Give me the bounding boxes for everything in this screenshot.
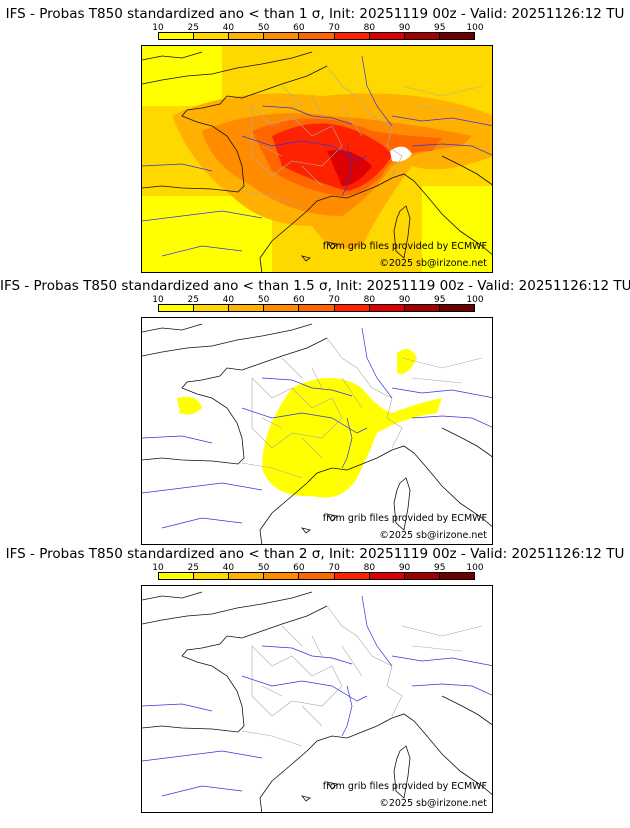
colorbar-cell — [404, 305, 440, 311]
colorbar-tick-label: 60 — [293, 563, 305, 573]
probability-map: from grib files provided by ECMWF ©2025 … — [141, 45, 493, 273]
colorbar-cell — [299, 573, 335, 579]
colorbar-tick-label: 95 — [434, 23, 446, 33]
colorbar-tick-label: 40 — [222, 563, 235, 573]
colorbar-cell — [159, 573, 195, 579]
colorbar-cell — [159, 33, 195, 39]
colorbar-cell — [229, 573, 265, 579]
colorbar-cell — [229, 33, 265, 39]
source-credit: from grib files provided by ECMWF — [322, 781, 487, 792]
colorbar-tick-label: 40 — [222, 23, 235, 33]
colorbar-tick-label: 80 — [363, 563, 376, 573]
colorbar-tick-label: 100 — [466, 23, 484, 33]
colorbar-cell — [334, 573, 370, 579]
colorbar-tick-label: 60 — [293, 23, 305, 33]
probability-map: from grib files provided by ECMWF ©2025 … — [141, 317, 493, 545]
colorbar-cell — [404, 573, 440, 579]
source-credit: from grib files provided by ECMWF — [322, 241, 487, 252]
colorbar-labels: 10 25 40 50 60 70 80 90 95 100 — [152, 23, 483, 33]
colorbar-cell — [369, 33, 405, 39]
colorbar-cell — [159, 305, 195, 311]
colorbar-tick-label: 60 — [293, 295, 305, 305]
colorbar-tick-label: 90 — [398, 23, 411, 33]
map-graphic — [142, 586, 492, 812]
colorbar-tick-label: 90 — [398, 563, 411, 573]
panel-title: IFS - Probas T850 standardized ano < tha… — [0, 278, 630, 294]
colorbar-cell — [369, 573, 405, 579]
colorbar-cell — [194, 573, 230, 579]
probability-map: from grib files provided by ECMWF ©2025 … — [141, 585, 493, 813]
map-panel-1-5-sigma: IFS - Probas T850 standardized ano < tha… — [0, 272, 630, 545]
colorbar — [158, 32, 475, 40]
colorbar-cell — [264, 573, 300, 579]
colorbar-tick-label: 10 — [152, 295, 164, 305]
map-panel-1-sigma: IFS - Probas T850 standardized ano < tha… — [0, 0, 630, 273]
colorbar-cell — [334, 33, 370, 39]
colorbar-labels: 10 25 40 50 60 70 80 90 95 100 — [152, 563, 483, 573]
colorbar-tick-label: 70 — [328, 23, 340, 33]
map-graphic — [142, 318, 492, 544]
colorbar-tick-label: 70 — [328, 295, 340, 305]
colorbar-tick-label: 10 — [152, 563, 164, 573]
colorbar-tick-label: 100 — [466, 295, 484, 305]
copyright-credit: ©2025 sb@irizone.net — [379, 258, 487, 269]
colorbar-tick-label: 25 — [187, 23, 199, 33]
colorbar-labels: 10 25 40 50 60 70 80 90 95 100 — [152, 295, 483, 305]
colorbar-tick-label: 50 — [257, 563, 270, 573]
colorbar-cell — [439, 33, 474, 39]
panel-title: IFS - Probas T850 standardized ano < tha… — [5, 6, 625, 22]
colorbar-cell — [194, 33, 230, 39]
colorbar-tick-label: 80 — [363, 295, 376, 305]
colorbar-cell — [299, 305, 335, 311]
colorbar-cell — [264, 305, 300, 311]
colorbar-cell — [439, 573, 474, 579]
colorbar-tick-label: 50 — [257, 295, 270, 305]
colorbar — [158, 572, 475, 580]
colorbar-tick-label: 90 — [398, 295, 411, 305]
colorbar-tick-label: 95 — [434, 563, 446, 573]
colorbar-cell — [229, 305, 265, 311]
colorbar-cell — [369, 305, 405, 311]
colorbar-tick-label: 50 — [257, 23, 270, 33]
colorbar-tick-label: 80 — [363, 23, 376, 33]
colorbar-tick-label: 10 — [152, 23, 164, 33]
copyright-credit: ©2025 sb@irizone.net — [379, 798, 487, 809]
map-graphic — [142, 46, 492, 272]
colorbar-cell — [439, 305, 474, 311]
colorbar-tick-label: 25 — [187, 563, 199, 573]
colorbar-cell — [194, 305, 230, 311]
colorbar-cell — [404, 33, 440, 39]
panel-title: IFS - Probas T850 standardized ano < tha… — [5, 546, 625, 562]
colorbar-tick-label: 95 — [434, 295, 446, 305]
colorbar-cell — [299, 33, 335, 39]
colorbar-tick-label: 25 — [187, 295, 199, 305]
colorbar-cell — [264, 33, 300, 39]
map-panel-2-sigma: IFS - Probas T850 standardized ano < tha… — [0, 540, 630, 813]
colorbar — [158, 304, 475, 312]
source-credit: from grib files provided by ECMWF — [322, 513, 487, 524]
colorbar-tick-label: 40 — [222, 295, 235, 305]
copyright-credit: ©2025 sb@irizone.net — [379, 530, 487, 541]
colorbar-cell — [334, 305, 370, 311]
colorbar-tick-label: 100 — [466, 563, 484, 573]
colorbar-tick-label: 70 — [328, 563, 340, 573]
